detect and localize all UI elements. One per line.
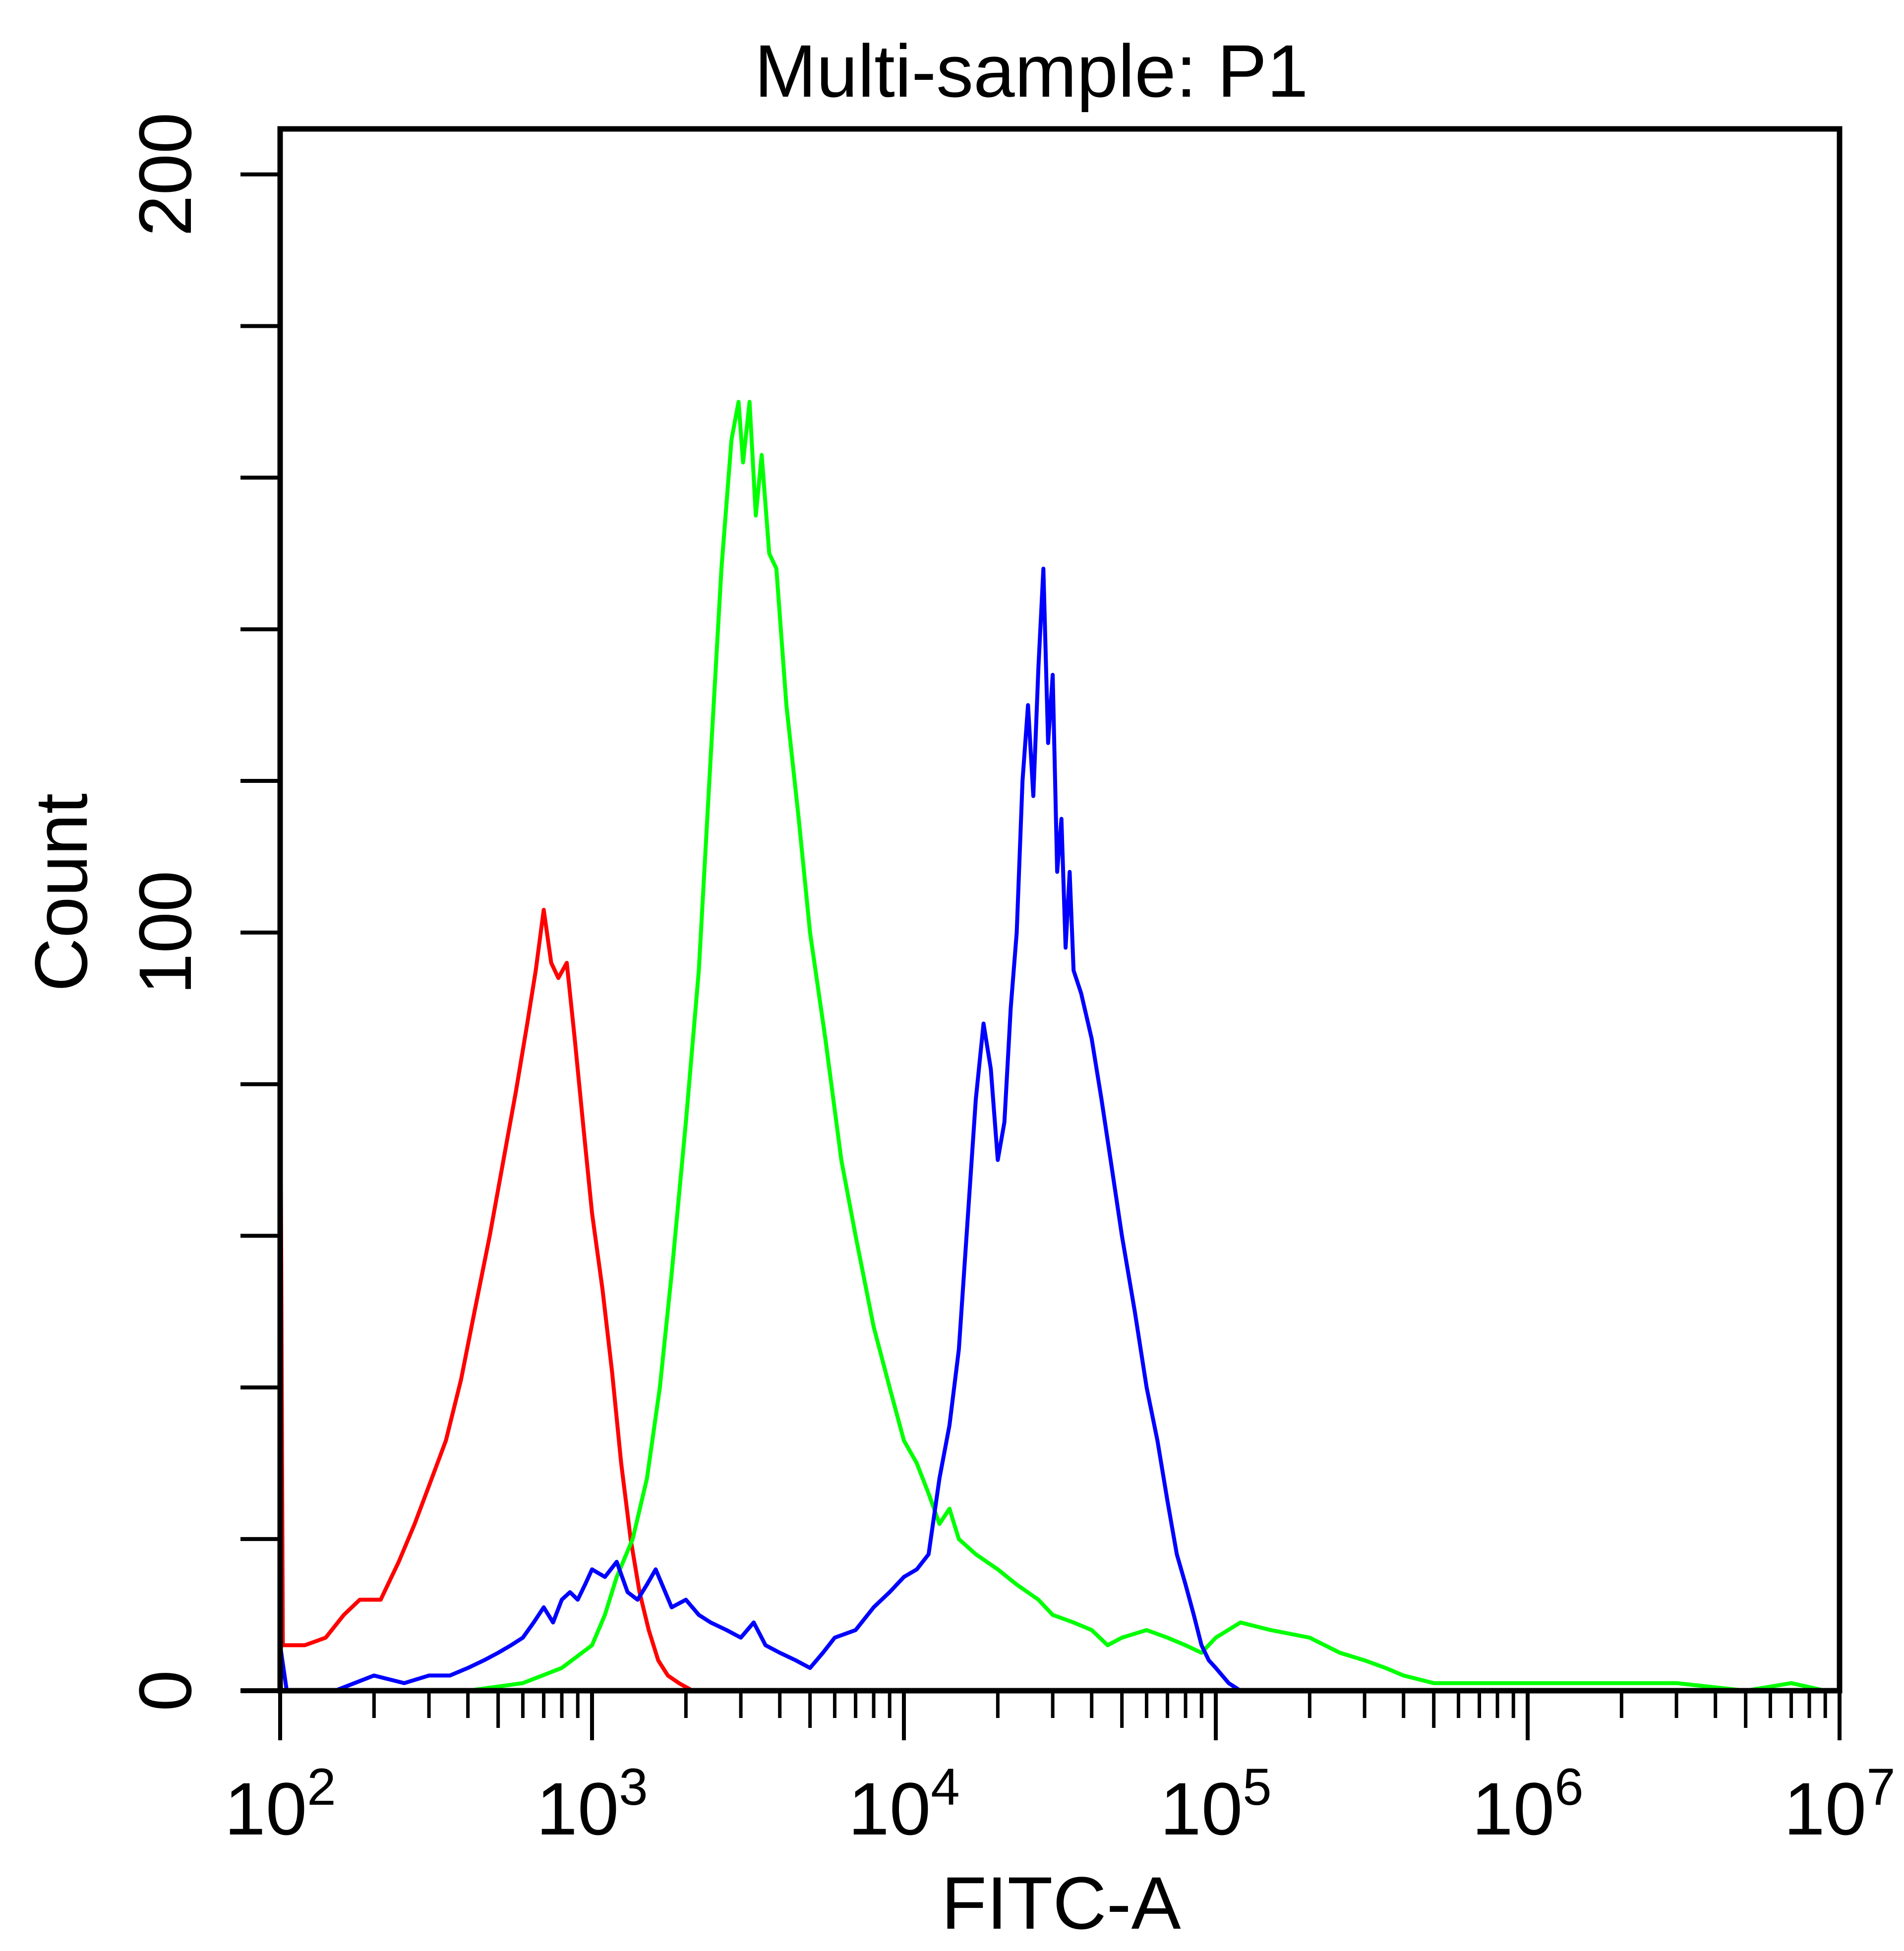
y-tick-label: 0 — [123, 1670, 207, 1711]
series-layer — [278, 400, 1840, 1693]
y-tick-label: 100 — [123, 871, 207, 995]
x-tick-label: 107 — [1784, 1758, 1895, 1850]
y-axis-label: Count — [19, 793, 103, 992]
x-tick-label: 105 — [1160, 1758, 1271, 1850]
y-axis-ticks: 0 100 200 — [123, 113, 280, 1712]
x-tick-label: 102 — [224, 1758, 336, 1850]
chart-title: Multi-sample: P1 — [754, 29, 1308, 113]
x-tick-label: 106 — [1472, 1758, 1583, 1850]
series-line-red — [278, 908, 741, 1693]
series-line-green — [468, 400, 1840, 1693]
x-axis-label: FITC-A — [941, 1861, 1181, 1945]
plot-frame — [277, 126, 1843, 1694]
x-tick-label: 104 — [848, 1758, 959, 1850]
series-line-blue — [278, 566, 1242, 1693]
y-tick-label: 200 — [123, 113, 207, 236]
x-axis-ticks: 102 103 104 105 106 107 — [224, 1688, 1896, 1850]
x-tick-label: 103 — [536, 1758, 648, 1850]
